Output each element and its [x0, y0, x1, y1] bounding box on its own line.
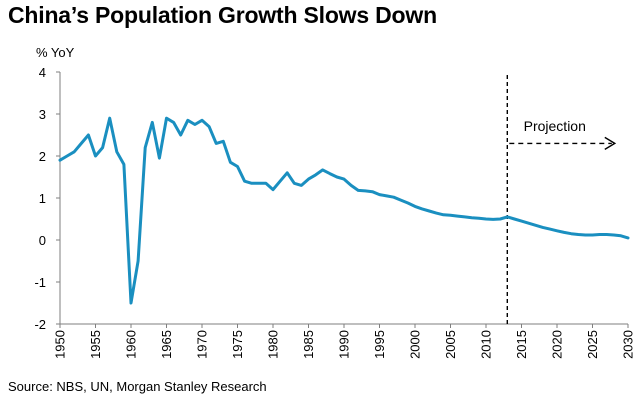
- x-tick-label: 2005: [443, 330, 458, 359]
- y-axis: -2 -1 0 1 2 3 4: [34, 65, 60, 332]
- y-tick-label: 3: [39, 107, 46, 122]
- y-tick-label: 1: [39, 191, 46, 206]
- x-tick-label: 2020: [550, 330, 565, 359]
- projection-label: Projection: [524, 118, 586, 134]
- y-tick-label: 4: [39, 65, 46, 80]
- source-note: Source: NBS, UN, Morgan Stanley Research: [8, 379, 267, 394]
- x-tick-label: 1995: [372, 330, 387, 359]
- x-tick-label: 2015: [514, 330, 529, 359]
- x-tick-label: 1960: [124, 330, 139, 359]
- x-tick-label: 2025: [585, 330, 600, 359]
- x-tick-label: 1980: [266, 330, 281, 359]
- x-tick-label: 2010: [479, 330, 494, 359]
- y-tick-label: 2: [39, 149, 46, 164]
- chart-title: China’s Population Growth Slows Down: [8, 2, 437, 28]
- x-tick-label: 1955: [88, 330, 103, 359]
- y-tick-label: 0: [39, 233, 46, 248]
- series-line: [58, 116, 630, 305]
- x-tick-label: 1965: [159, 330, 174, 359]
- y-tick-label: -1: [34, 275, 46, 290]
- projection-arrowhead: [604, 136, 617, 151]
- x-axis: 1950 1955 1960 1965 1970 1975 1980 1985 1990 1995…: [53, 324, 636, 359]
- x-tick-label: 2000: [408, 330, 423, 359]
- x-tick-label: 1970: [195, 330, 210, 359]
- x-tick-label: 1975: [230, 330, 245, 359]
- x-tick-label: 2030: [621, 330, 636, 359]
- series-group: [58, 116, 630, 305]
- y-axis-title: % YoY: [36, 45, 75, 60]
- y-tick-label: -2: [34, 317, 46, 332]
- x-tick-label: 1990: [337, 330, 352, 359]
- x-tick-label: 1950: [53, 330, 68, 359]
- x-tick-label: 1985: [301, 330, 316, 359]
